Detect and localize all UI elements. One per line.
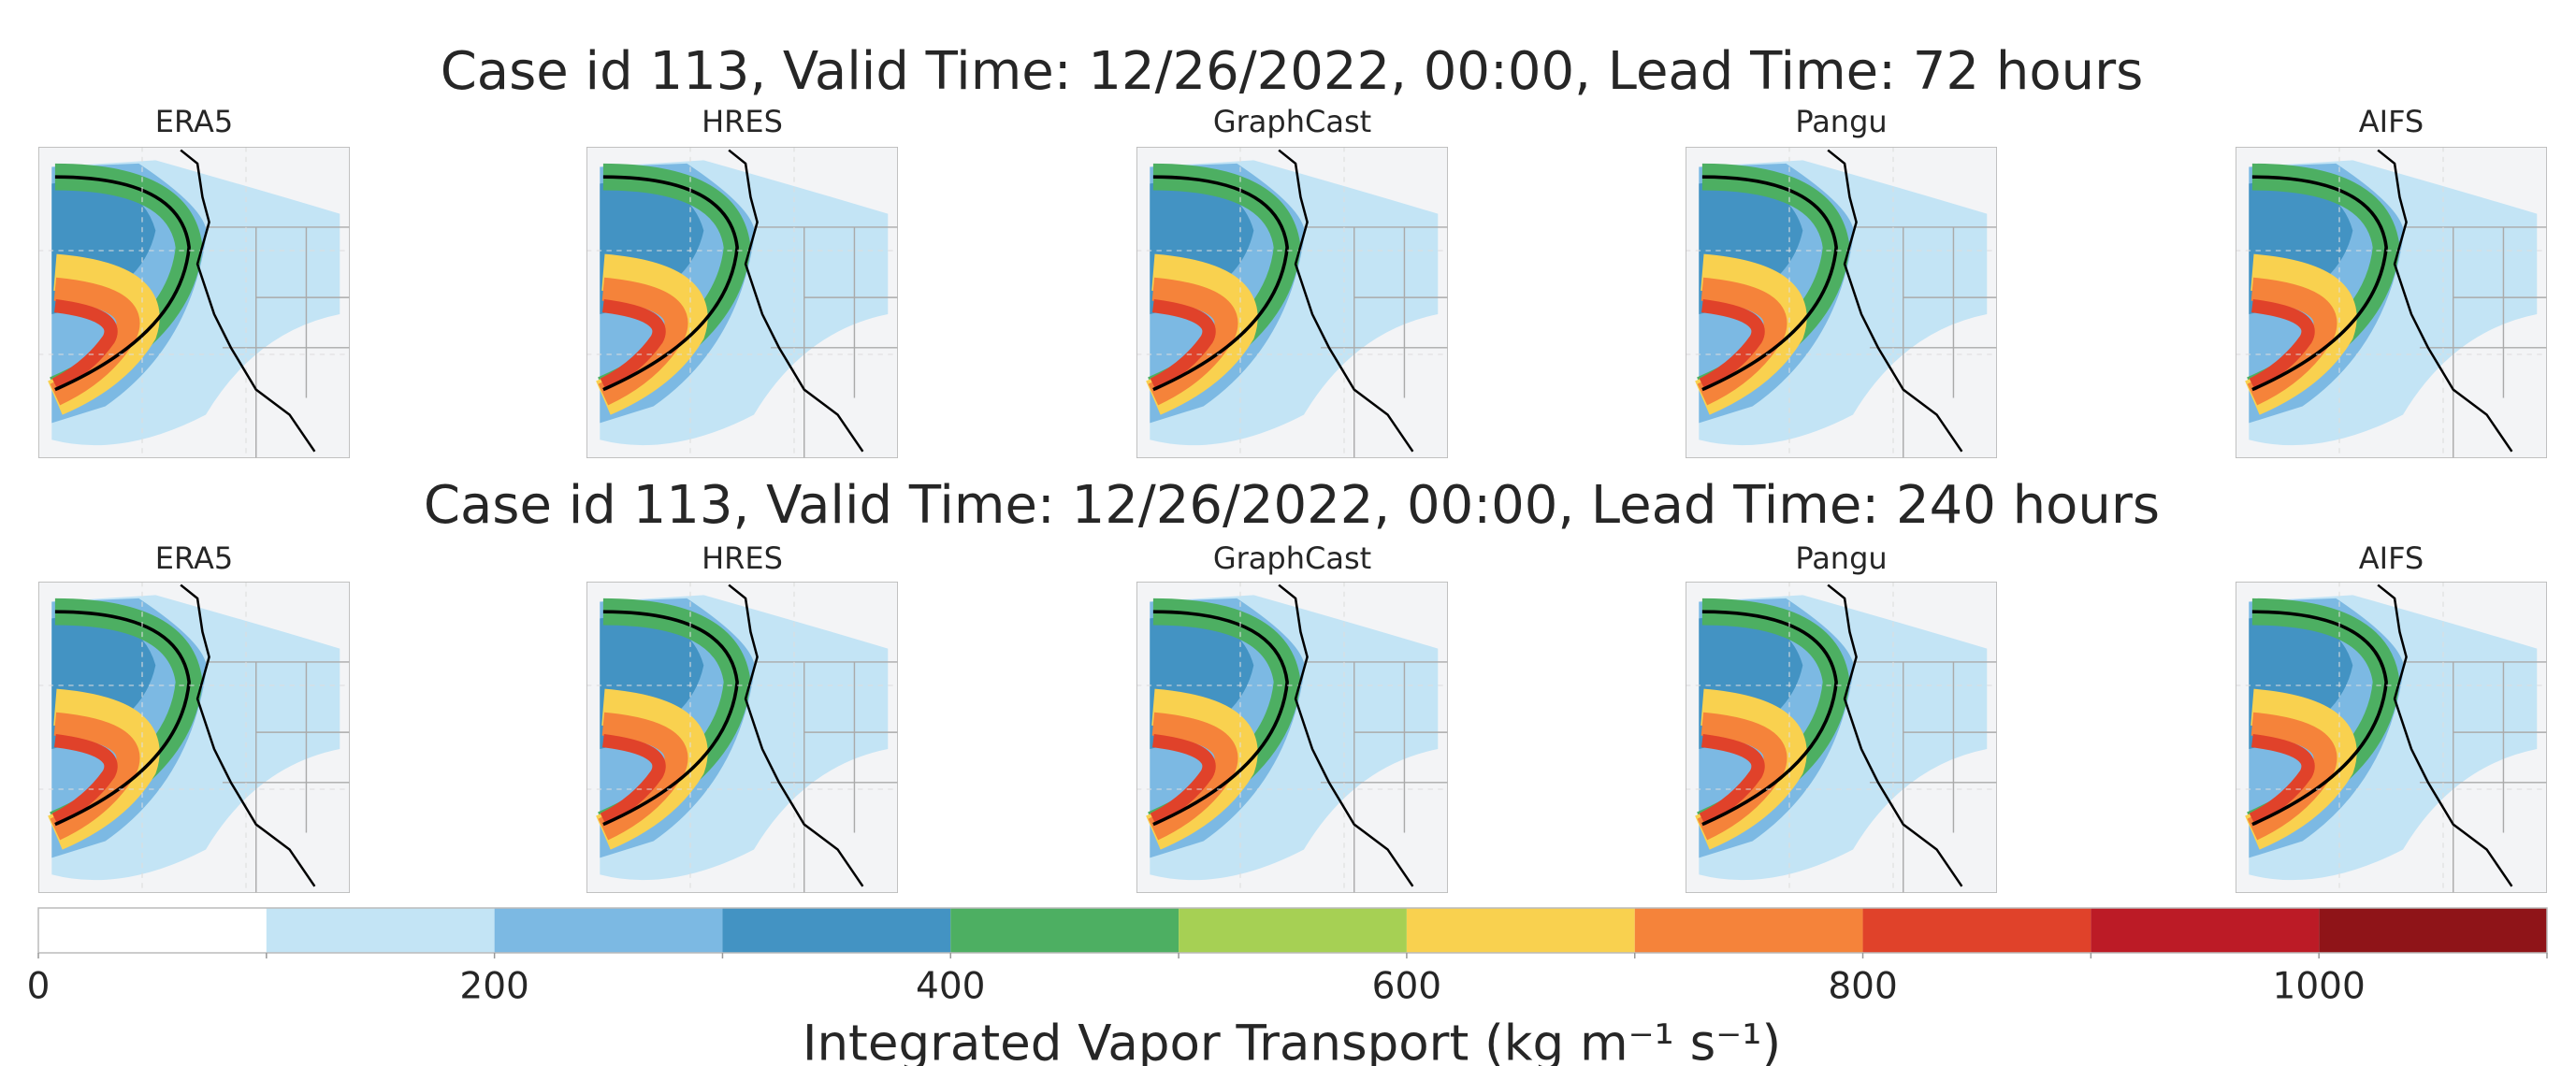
colorbar-tick-label: 1000 — [2273, 966, 2366, 1008]
colorbar-segment — [1406, 908, 1635, 953]
panel-label: ERA5 — [155, 540, 233, 576]
colorbar-segment — [2319, 908, 2547, 953]
panel-label: GraphCast — [1213, 104, 1371, 139]
colorbar-tick-label: 0 — [27, 966, 51, 1008]
panel-label: GraphCast — [1213, 540, 1371, 576]
row-title: Case id 113, Valid Time: 12/26/2022, 00:… — [424, 475, 2160, 536]
map-panel — [1686, 582, 1997, 893]
colorbar-segment — [1862, 908, 2091, 953]
colorbar-segment — [38, 908, 267, 953]
colorbar-segment — [2091, 908, 2320, 953]
colorbar-tick-label: 400 — [916, 966, 985, 1008]
panel-label: AIFS — [2359, 104, 2424, 139]
panel-label: Pangu — [1795, 540, 1887, 576]
panel-label: AIFS — [2359, 540, 2424, 576]
panel-label: HRES — [702, 104, 783, 139]
map-panel — [2236, 582, 2547, 893]
colorbar-segment — [950, 908, 1179, 953]
map-panel — [1686, 147, 1997, 458]
map-panel — [38, 147, 350, 458]
colorbar-tick-label: 800 — [1828, 966, 1897, 1008]
panel-label: HRES — [702, 540, 783, 576]
map-panel — [586, 582, 898, 893]
map-panel — [1136, 147, 1448, 458]
map-panel — [2236, 147, 2547, 458]
colorbar-tick-label: 200 — [459, 966, 528, 1008]
map-panel — [586, 147, 898, 458]
colorbar-segment — [1634, 908, 1863, 953]
row-title: Case id 113, Valid Time: 12/26/2022, 00:… — [441, 41, 2144, 102]
map-panel — [1136, 582, 1448, 893]
colorbar-frame — [37, 907, 2548, 954]
colorbar-segment — [266, 908, 495, 953]
panel-label: ERA5 — [155, 104, 233, 139]
colorbar-segment — [1179, 908, 1407, 953]
colorbar-segment — [722, 908, 951, 953]
colorbar-segment — [494, 908, 723, 953]
colorbar-tick-label: 600 — [1372, 966, 1441, 1008]
panel-label: Pangu — [1795, 104, 1887, 139]
map-panel — [38, 582, 350, 893]
colorbar-label: Integrated Vapor Transport (kg m⁻¹ s⁻¹) — [803, 1016, 1781, 1066]
